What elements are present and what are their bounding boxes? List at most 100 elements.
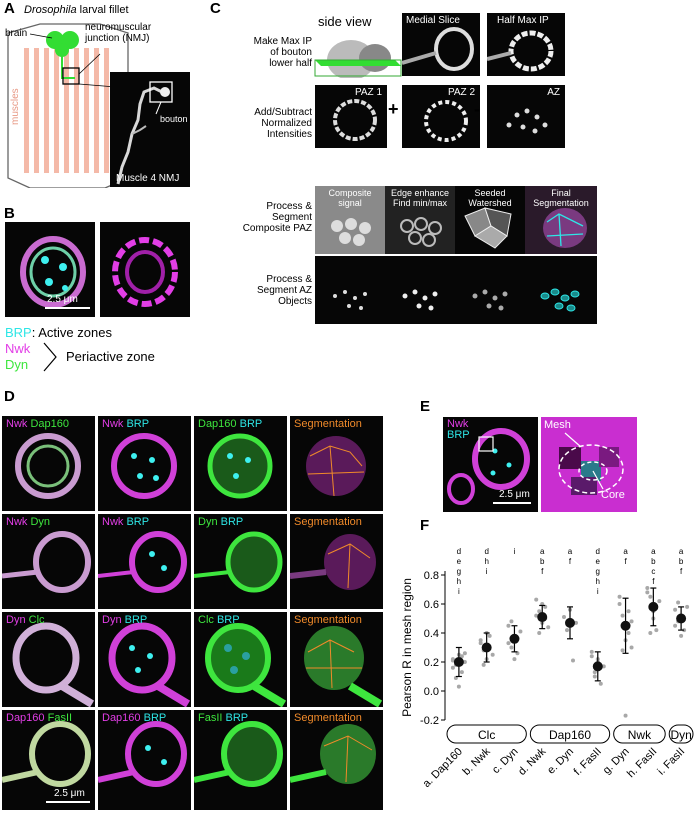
y-tick-label: -0.2 (420, 715, 439, 727)
significance-letter: b (651, 557, 656, 566)
y-tick-label: 0.0 (424, 686, 439, 698)
d-r3-c1: Dyn Clc (2, 612, 95, 707)
data-point (478, 641, 483, 646)
significance-letter: d (596, 547, 600, 556)
data-point (629, 619, 634, 624)
significance-letter: c (651, 567, 655, 576)
data-point (534, 613, 539, 618)
d-r2-c4: Segmentation (290, 514, 383, 609)
category-label: b. Nwk (461, 745, 494, 778)
mesh-label: Mesh (544, 419, 571, 431)
e-nwk-label: Nwk (447, 418, 469, 430)
significance-letter: h (484, 557, 488, 566)
data-point (450, 665, 455, 670)
bouton-label: bouton (160, 114, 188, 124)
group-pill (613, 724, 666, 744)
data-point (685, 604, 690, 609)
category-label: c. Dyn (490, 746, 521, 777)
mean-point (648, 601, 659, 612)
nmj-label-2: junction (NMJ) (85, 33, 150, 44)
panel-label-b: B (4, 205, 15, 222)
paz1-label: PAZ 1 (354, 87, 382, 98)
paz2-image: PAZ 2 (402, 85, 480, 148)
d-r1-c1: Nwk Dap160 (2, 416, 95, 511)
data-point (459, 670, 464, 675)
data-point (654, 628, 659, 633)
legend-brace-icon (43, 342, 57, 372)
significance-letter: i (514, 547, 516, 556)
data-point (459, 654, 464, 659)
mean-point (592, 661, 603, 672)
bouton-merge-image: 2.5 μm (5, 222, 95, 317)
group-label: Nwk (628, 728, 652, 742)
data-point (657, 599, 662, 604)
data-point (562, 615, 566, 620)
side-view-diagram (314, 40, 402, 78)
step1-label: Make Max IP of bouton lower half (253, 36, 312, 69)
composite-tile: Composite signal (315, 186, 385, 254)
panel-label-c: C (210, 0, 221, 17)
data-point (506, 623, 511, 628)
significance-letter: h (596, 577, 600, 586)
panel-e-bouton-image: Nwk BRP 2.5 μm (443, 417, 538, 512)
panel-a-title: Drosophila larval fillet (24, 4, 129, 16)
paz1-image: PAZ 1 (315, 85, 387, 148)
side-view-label: side view (318, 14, 372, 29)
d-r4-c4: Segmentation (290, 710, 383, 810)
larval-fillet-diagram (7, 23, 129, 188)
data-point (546, 625, 551, 630)
data-point (450, 658, 455, 663)
brain-label: brain (5, 28, 28, 39)
group-label: Dyn (670, 728, 691, 742)
core-label: Core (601, 489, 625, 501)
data-point (487, 633, 492, 638)
significance-letter: a (623, 547, 628, 556)
data-point (537, 609, 542, 614)
panel-e-zoom-image: Mesh Core (541, 417, 637, 512)
panel-d-scale: 2.5 μm (54, 788, 85, 799)
significance-letter: f (569, 557, 572, 566)
pearson-chart: -0.2 0.0 0.2 0.4 0.6 0.8 Pearson R in mesh reg… (400, 547, 694, 790)
data-point (481, 662, 486, 667)
data-point (645, 590, 650, 595)
plus-sign: + (388, 99, 399, 119)
tile1-caption: Composite signal (328, 188, 372, 208)
data-point (456, 684, 461, 689)
significance-letter: a (651, 547, 656, 556)
data-point (601, 664, 606, 669)
significance-letter: b (540, 557, 545, 566)
mean-point (509, 633, 520, 644)
muscles-label: muscles (10, 88, 21, 125)
minus-sign: - (474, 99, 480, 119)
data-point (589, 654, 594, 659)
significance-letter: i (458, 587, 460, 596)
significance-letter: a (568, 547, 573, 556)
data-point (673, 607, 678, 612)
legend-periactive: Periactive zone (66, 349, 155, 364)
group-pill (529, 724, 611, 744)
d-r4-c1: Dap160 FasII 2.5 μm (2, 710, 95, 810)
az-tile-1 (315, 256, 385, 324)
data-point (518, 629, 523, 634)
data-point (462, 651, 467, 656)
half-max-image: Half Max IP (487, 13, 565, 76)
significance-letter: a (679, 547, 684, 556)
data-point (537, 631, 542, 635)
az-tile-4 (525, 256, 597, 324)
d-r4-c3: FasII BRP (194, 710, 287, 810)
data-point (574, 620, 578, 625)
data-point (648, 631, 653, 635)
significance-letter: i (486, 567, 488, 576)
d-r1-c4: Segmentation (290, 416, 383, 511)
d-r3-c2: Dyn BRP (98, 612, 191, 707)
significance-letter: g (596, 567, 600, 576)
data-point (617, 594, 622, 599)
d-r3-c3: Clc BRP (194, 612, 287, 707)
category-label: i. FasII (655, 746, 687, 778)
data-point (506, 641, 511, 646)
data-point (598, 681, 603, 686)
muscle4-label: Muscle 4 NMJ (116, 173, 180, 184)
panel-label-d: D (4, 388, 15, 405)
d-r2-c1: Nwk Dyn (2, 514, 95, 609)
medial-slice-image: Medial Slice (402, 13, 480, 76)
